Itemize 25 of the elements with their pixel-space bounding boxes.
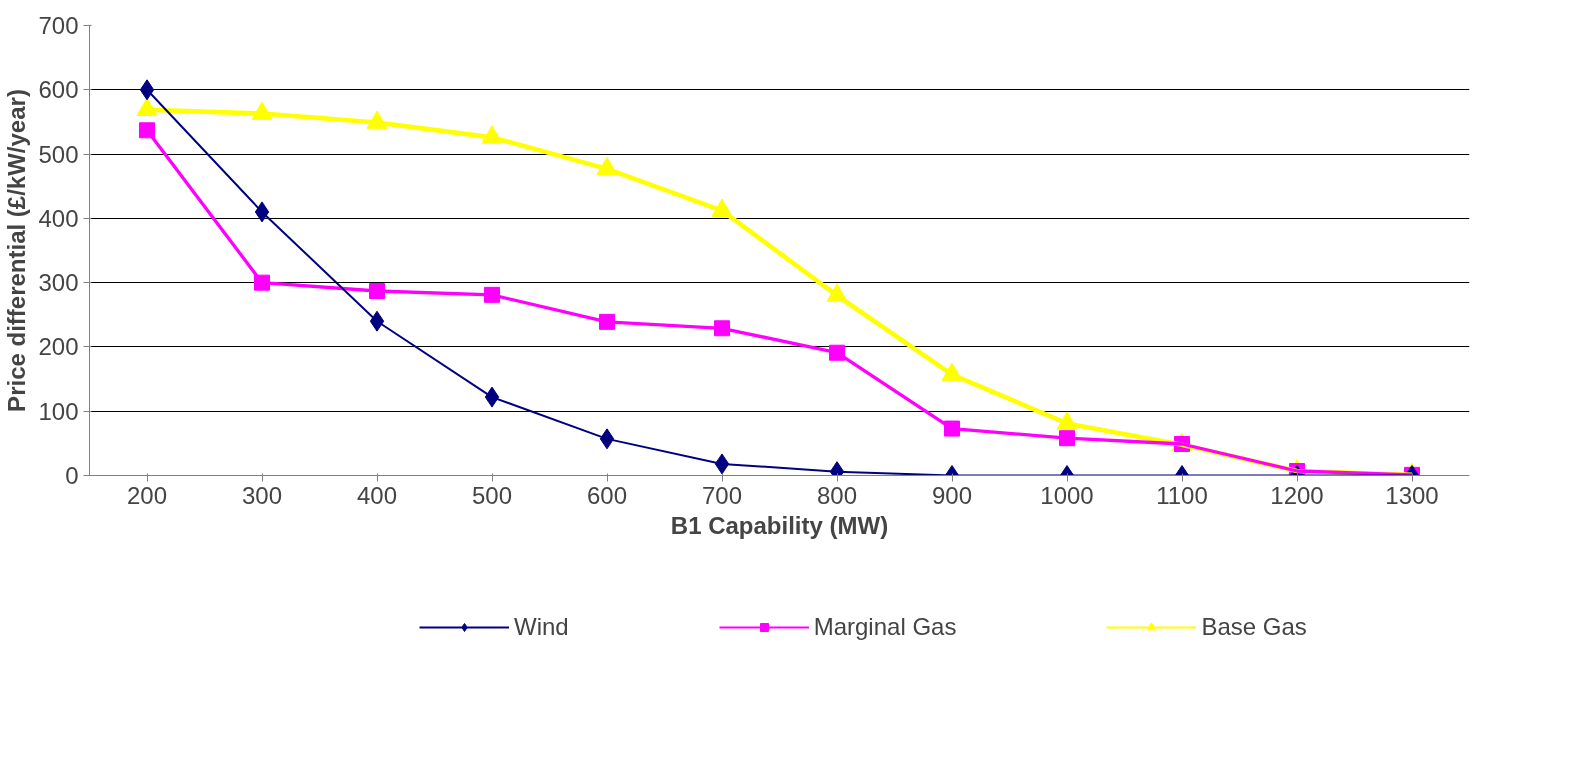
legend-label: Marginal Gas (813, 613, 957, 641)
x-tick-label: 700 (701, 481, 743, 509)
y-tick-label: 700 (38, 12, 79, 39)
x-tick-label: 200 (126, 481, 168, 509)
legend-label: Wind (514, 613, 569, 641)
y-tick-label: 0 (65, 462, 79, 489)
x-tick-label: 300 (241, 481, 283, 509)
x-tick-label: 800 (816, 481, 858, 509)
x-tick-label: 400 (356, 481, 398, 509)
x-tick-label: 1100 (1156, 481, 1208, 509)
legend-label: Base Gas (1201, 613, 1307, 641)
y-tick-label: 200 (38, 333, 79, 361)
y-tick-label: 500 (38, 140, 79, 168)
x-tick-label: 600 (586, 481, 628, 509)
x-tick-label: 1200 (1270, 481, 1324, 509)
x-axis-title: B1 Capability (MW) (670, 511, 889, 539)
x-tick-label: 900 (931, 481, 973, 509)
y-tick-label: 300 (38, 269, 79, 297)
x-tick-label: 500 (471, 481, 513, 509)
y-axis-title: Price differential (£/kW/year) (3, 89, 31, 412)
y-tick-label: 400 (38, 204, 79, 232)
y-tick-label: 600 (38, 76, 79, 104)
x-tick-label: 1300 (1385, 481, 1439, 509)
x-tick-label: 1000 (1040, 481, 1094, 509)
y-tick-label: 100 (38, 397, 79, 425)
